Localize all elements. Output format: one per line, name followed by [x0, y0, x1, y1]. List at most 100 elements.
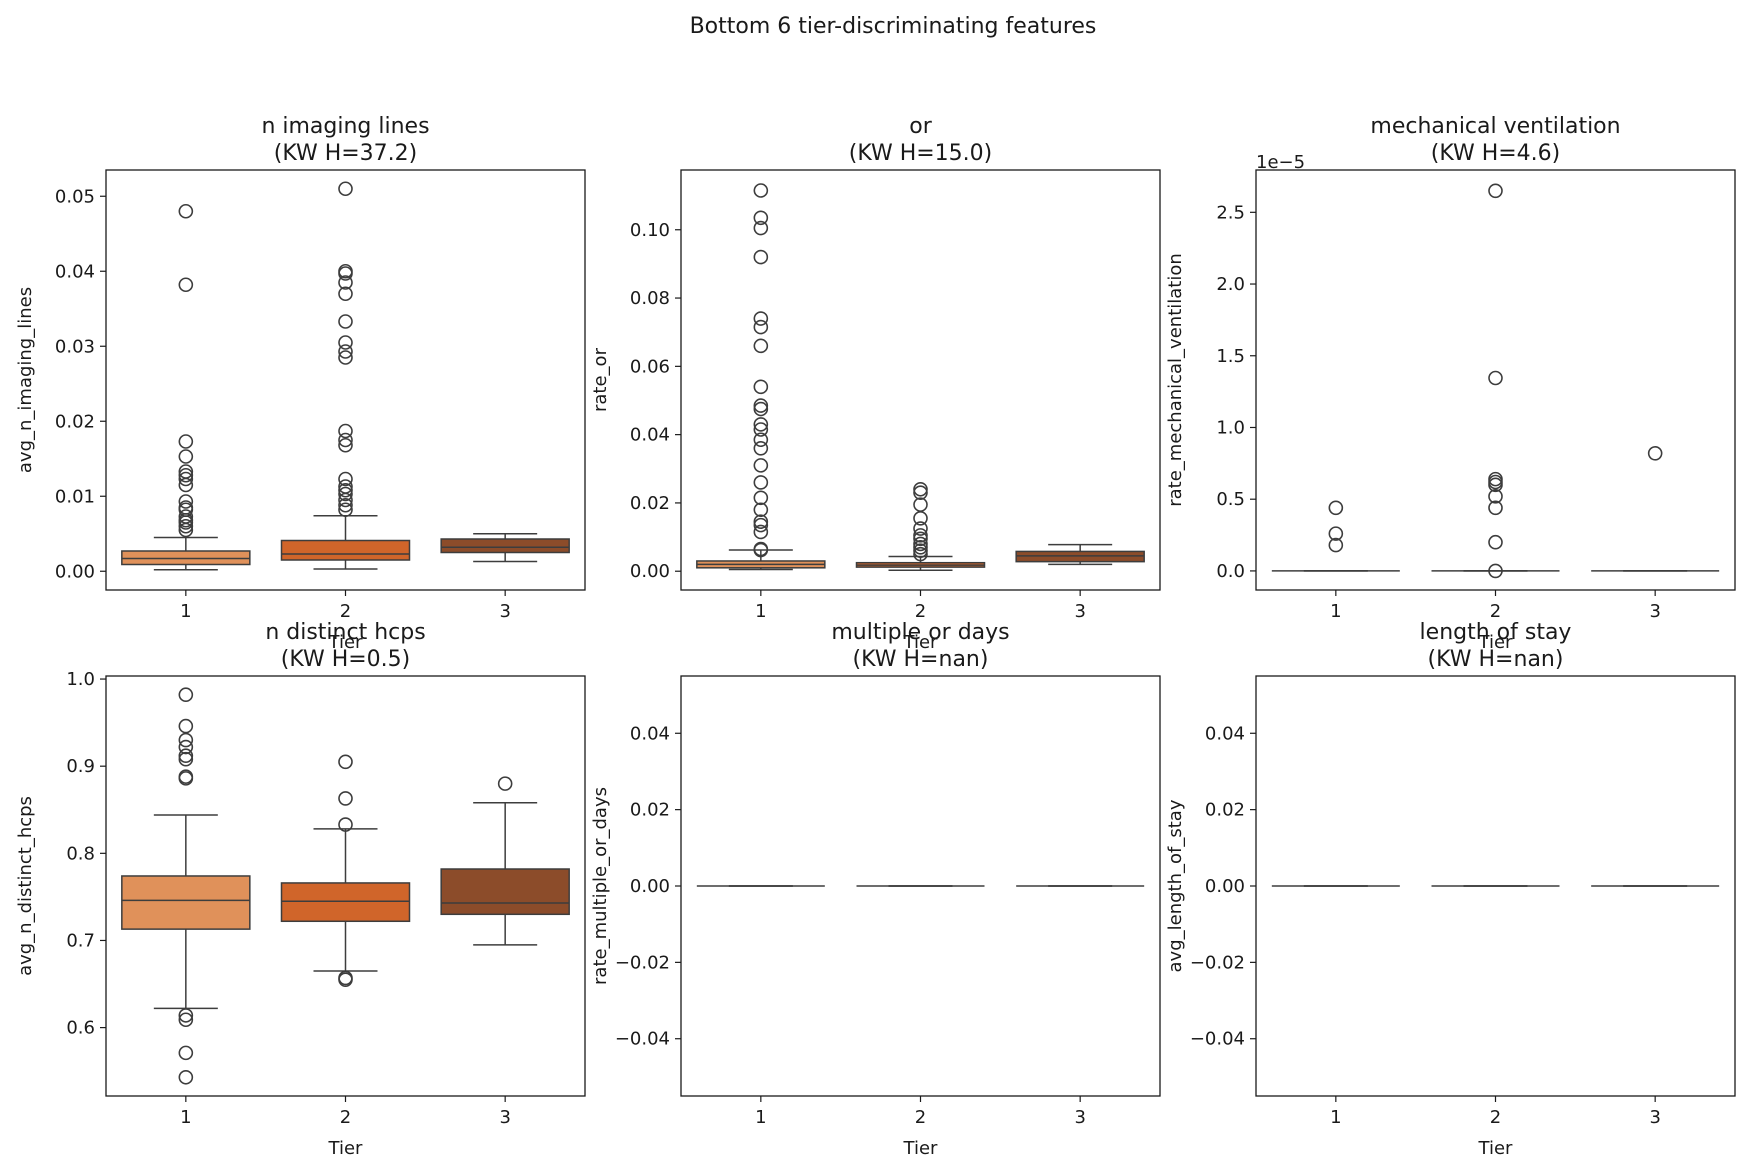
- panel-5: multiple or days(KW H=nan) −0.04 −0.02 0.00…: [590, 620, 1161, 1159]
- outlier-point: [178, 203, 194, 219]
- y-axis-label: rate_multiple_or_days: [590, 787, 611, 985]
- x-tick-label: 3: [1649, 1107, 1660, 1128]
- outlier-point: [753, 319, 769, 335]
- box-body: [440, 538, 570, 554]
- y-tick-label: −0.04: [1190, 1029, 1245, 1050]
- box-tier-1: [1271, 500, 1400, 572]
- panel-title: mechanical ventilation: [1370, 114, 1620, 139]
- y-tick-label: 0.02: [55, 411, 95, 432]
- y-axis-label: rate_mechanical_ventilation: [1165, 253, 1186, 507]
- outlier-point: [753, 398, 769, 413]
- y-tick-label: −0.04: [615, 1029, 670, 1050]
- outlier-point: [753, 417, 769, 432]
- outlier-point: [753, 440, 769, 456]
- y-tick-label: 0.00: [55, 561, 95, 582]
- y-tick-label: 0.01: [55, 486, 95, 507]
- y-axis-label: rate_or: [590, 347, 611, 412]
- outlier-point: [753, 422, 769, 437]
- y-tick-label: 0.00: [630, 561, 670, 582]
- x-axis-label: Tier: [328, 1138, 364, 1159]
- outlier-point: [338, 344, 353, 359]
- outlier-point: [338, 502, 353, 518]
- outlier-point: [338, 335, 353, 350]
- x-axis-label: Tier: [903, 632, 939, 653]
- outlier-point: [913, 536, 928, 552]
- x-tick-label: 3: [1074, 1107, 1085, 1128]
- outlier-point: [178, 771, 194, 786]
- outlier-point: [338, 817, 353, 832]
- y-tick-label: 0.00: [630, 876, 670, 897]
- y-tick-label: −0.02: [1190, 952, 1245, 973]
- box-body: [440, 868, 570, 916]
- outlier-point: [338, 471, 353, 487]
- y-tick-label: 2.5: [1216, 202, 1245, 223]
- box-tier-2: [855, 481, 986, 571]
- x-tick-label: 2: [340, 1107, 351, 1128]
- panel-title: length of stay: [1420, 620, 1572, 645]
- outlier-point: [753, 183, 769, 198]
- y-tick-label: 0.9: [66, 756, 95, 777]
- outlier-point: [753, 220, 769, 236]
- outlier-point: [1328, 526, 1344, 541]
- outlier-point: [1488, 563, 1503, 579]
- outlier-point: [913, 546, 928, 562]
- outlier-point: [753, 542, 769, 558]
- outlier-point: [913, 521, 928, 536]
- outlier-point: [178, 522, 194, 538]
- panel-4: n distinct hcps(KW H=0.5) 0.6 0.7 0.8 0.9 1.0…: [15, 620, 586, 1159]
- outlier-point: [178, 434, 194, 449]
- outlier-point: [178, 471, 194, 487]
- outlier-point: [338, 791, 353, 806]
- outlier-point: [913, 531, 928, 547]
- outlier-point: [753, 517, 769, 533]
- outlier-point: [338, 486, 353, 502]
- x-tick-label: 1: [180, 1107, 191, 1128]
- y-tick-label: 0.02: [630, 493, 670, 514]
- outlier-point: [338, 437, 353, 453]
- outlier-point: [338, 423, 353, 439]
- y-tick-label: 0.5: [1216, 489, 1245, 510]
- x-tick-label: 2: [1490, 1107, 1501, 1128]
- outlier-point: [497, 776, 513, 791]
- panel-subtitle: (KW H=nan): [853, 647, 989, 672]
- x-axis-label: Tier: [903, 1138, 939, 1159]
- y-tick-label: 0.6: [66, 1018, 95, 1039]
- outlier-point: [178, 1045, 194, 1061]
- outlier-point: [753, 338, 769, 354]
- outlier-point: [753, 458, 769, 473]
- outlier-point: [338, 972, 353, 987]
- x-tick-label: 2: [915, 601, 926, 622]
- axes-frame: [680, 169, 1161, 591]
- outlier-point: [1488, 370, 1503, 386]
- outlier-point: [753, 432, 769, 448]
- outlier-point: [1488, 500, 1503, 516]
- outlier-point: [338, 275, 353, 290]
- y-tick-label: 0.08: [630, 288, 670, 309]
- outlier-point: [1647, 445, 1663, 461]
- outlier-point: [913, 540, 928, 555]
- panel-3: mechanical ventilation(KW H=4.6) 0.0 0.5 1.…: [1165, 114, 1736, 653]
- y-tick-label: 0.02: [630, 800, 670, 821]
- y-tick-label: 0.02: [1205, 800, 1245, 821]
- outlier-point: [753, 490, 769, 506]
- box-tier-2: [280, 754, 411, 987]
- outlier-point: [338, 350, 353, 365]
- box-tier-2: [1431, 183, 1560, 579]
- y-tick-label: 0.8: [66, 843, 95, 864]
- outlier-point: [753, 311, 769, 326]
- outlier-point: [178, 739, 194, 755]
- x-tick-label: 2: [340, 601, 351, 622]
- outlier-point: [753, 475, 769, 490]
- outlier-point: [338, 497, 353, 513]
- x-tick-label: 1: [1330, 1107, 1341, 1128]
- y-tick-label: 0.04: [630, 723, 670, 744]
- y-tick-label: 1.5: [1216, 346, 1245, 367]
- panel-1: n imaging lines(KW H=37.2) 0.00 0.01 0.02 0.…: [15, 114, 586, 653]
- outlier-point: [178, 1069, 194, 1085]
- x-tick-label: 3: [1649, 601, 1660, 622]
- outlier-point: [178, 518, 194, 534]
- x-tick-label: 1: [180, 601, 191, 622]
- x-tick-label: 1: [755, 601, 766, 622]
- outlier-point: [178, 515, 194, 530]
- y-tick-label: 0.04: [630, 425, 670, 446]
